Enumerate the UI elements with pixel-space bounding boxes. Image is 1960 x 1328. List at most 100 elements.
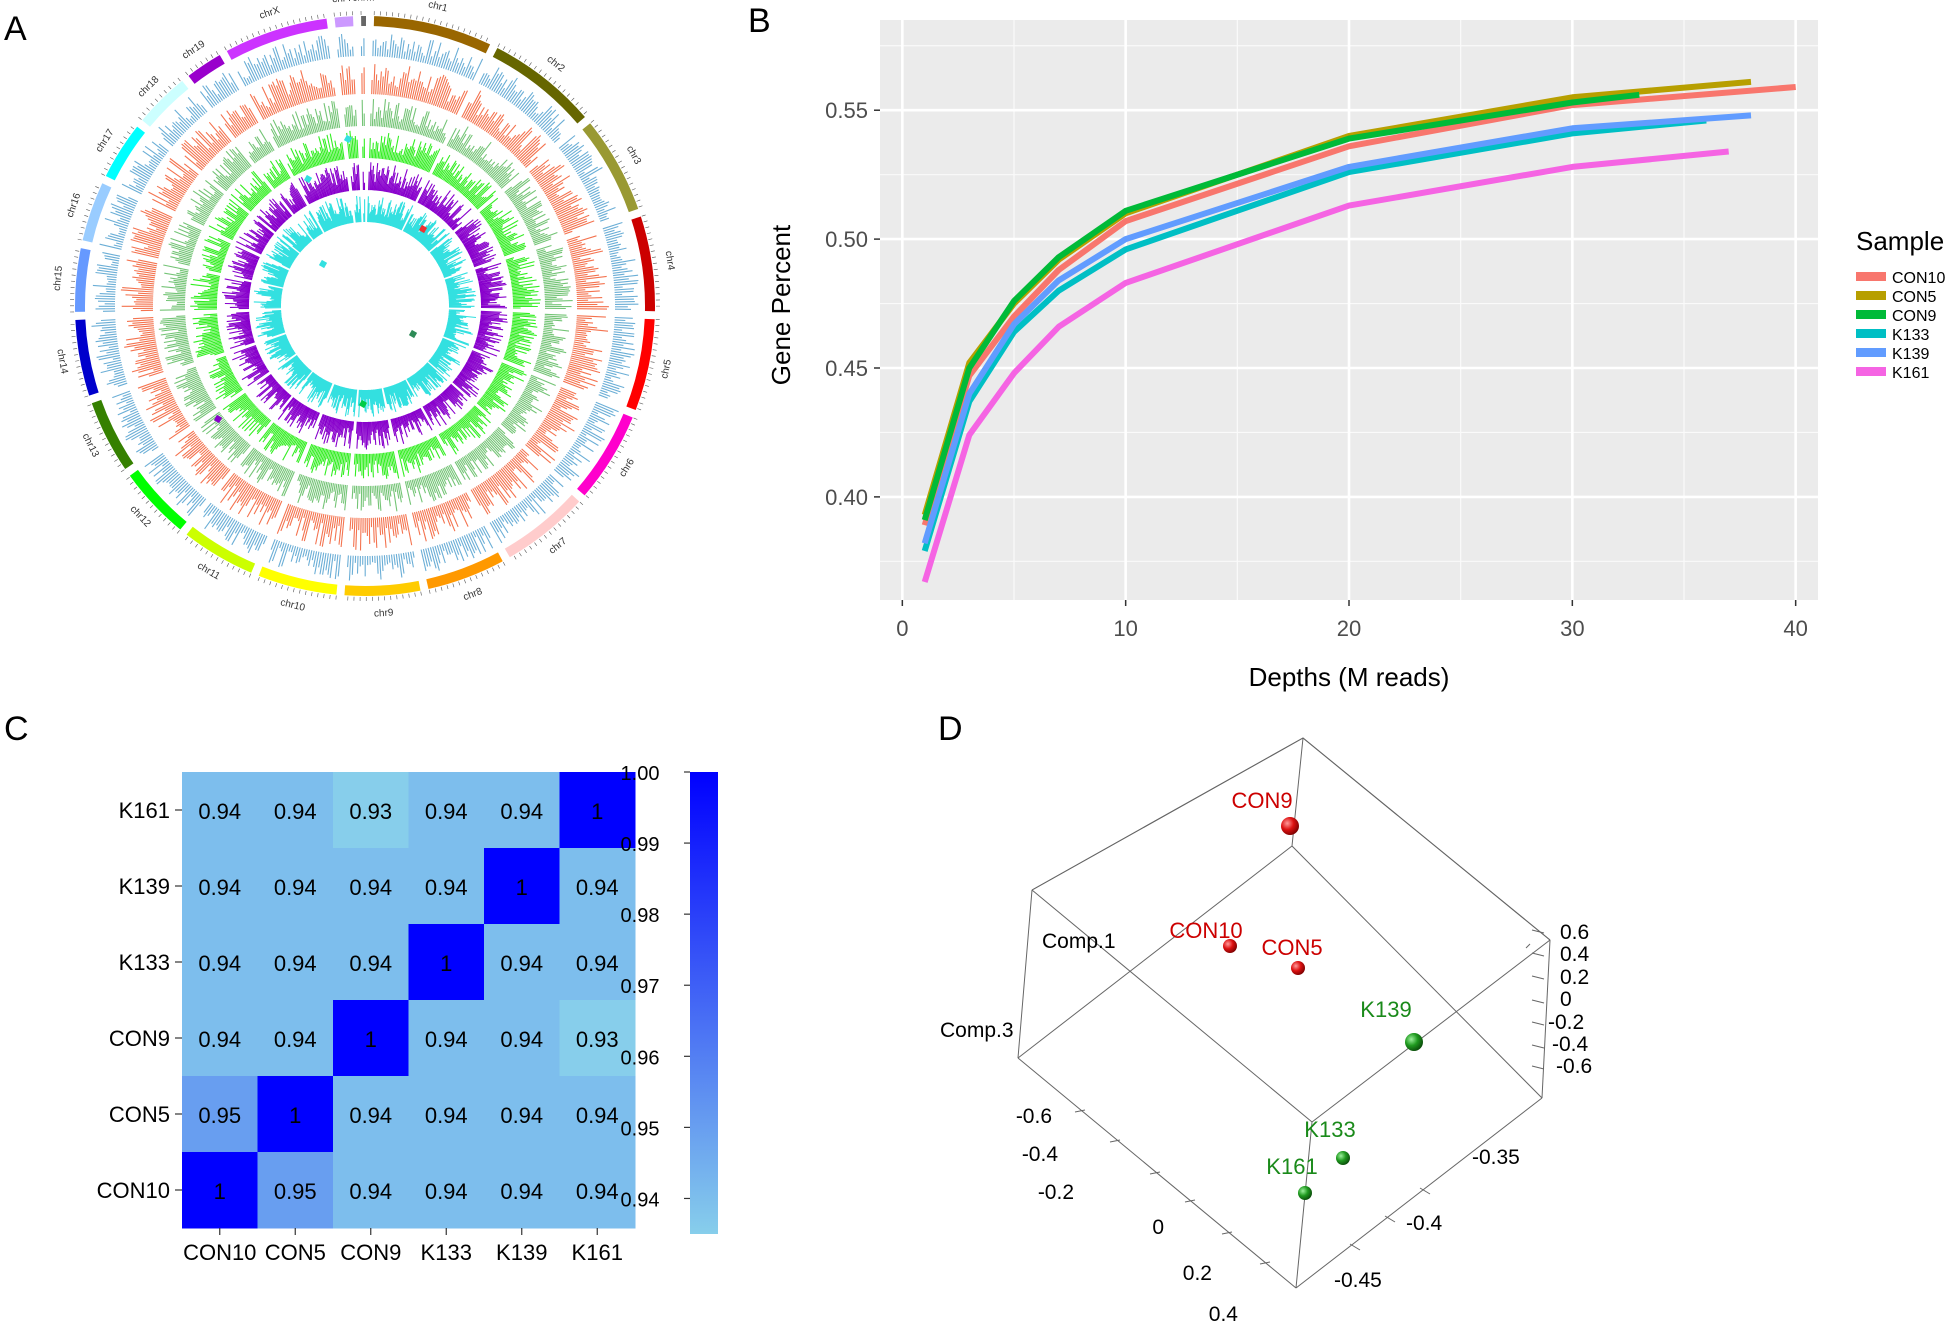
track-1-chr15 <box>92 252 121 312</box>
heatmap-cell <box>257 924 334 1001</box>
track-1-chr14 <box>91 319 128 387</box>
pca-point-label-K161: K161 <box>1266 1154 1317 1179</box>
heatmap-cell-label: 0.93 <box>349 799 392 824</box>
ideogram-chr10 <box>258 566 338 595</box>
heatmap-cell-label: 0.94 <box>274 951 317 976</box>
cube-edge <box>1295 1121 1313 1289</box>
heatmap-cell <box>257 1152 334 1229</box>
ticks-chr12 <box>126 476 180 534</box>
heatmap-col-label: CON9 <box>340 1240 401 1265</box>
chrom-label-chr5: chr5 <box>659 358 674 380</box>
comp3-tick-label: 0 <box>1560 988 1572 1011</box>
heatmap-row-label: CON9 <box>109 1026 170 1051</box>
link-marker <box>408 329 418 339</box>
series-line-K161 <box>921 148 1729 583</box>
track-3-chr1 <box>370 99 448 144</box>
ideogram-chr11 <box>186 526 256 573</box>
chrom-label-chr19: chr19 <box>180 38 207 61</box>
cube-edge <box>1311 939 1551 1123</box>
track-5-chr4 <box>475 262 508 309</box>
heatmap-cell <box>408 772 485 849</box>
chrom-label-chrM: chrM <box>352 0 374 4</box>
heatmap-cell <box>333 772 409 849</box>
link-marker <box>318 259 328 269</box>
ideogram-chr8 <box>426 552 503 589</box>
track-6-chr11 <box>298 371 333 408</box>
track-6-chr10 <box>327 384 358 417</box>
track-5-chr8 <box>390 407 433 444</box>
legend-swatch-K133 <box>1856 329 1886 338</box>
track-2-chr2 <box>461 90 546 168</box>
heatmap-cell-label: 0.94 <box>500 1103 543 1128</box>
axis-title-comp3: Comp.3 <box>940 1019 1014 1042</box>
heatmap-row-label: K161 <box>119 798 170 823</box>
cube-edge <box>1017 889 1033 1059</box>
heatmap-cell <box>257 1076 334 1153</box>
track-6-chr7 <box>406 362 448 397</box>
heatmap-cell <box>257 848 334 925</box>
y-tick-label: 0.40 <box>825 485 868 510</box>
track-5-chr3 <box>454 218 497 268</box>
track-1-chr7 <box>489 474 564 544</box>
ticks-chr3 <box>590 119 643 208</box>
chrom-label-chrX: chrX <box>258 5 281 22</box>
track-1-chr3 <box>558 135 616 222</box>
ideogram-chr9 <box>344 580 421 596</box>
heatmap-cell-label: 0.94 <box>576 875 619 900</box>
ideogram-chr5 <box>626 318 655 411</box>
track-5-chrY <box>350 162 361 191</box>
y-axis-title: Gene Percent <box>766 224 796 385</box>
track-3-chr14 <box>158 315 194 366</box>
heatmap-cell <box>333 1000 409 1077</box>
track-5-chr12 <box>256 373 292 410</box>
ideogram-chr14 <box>75 319 99 396</box>
ticks-chrX <box>224 13 325 51</box>
track-3-chr18 <box>212 146 252 192</box>
heatmap-cell <box>559 772 636 849</box>
colorbar-tick-label: 0.96 <box>621 1047 660 1069</box>
colorbar-tick-label: 1.00 <box>621 763 660 785</box>
heatmap-cell-label: 0.94 <box>576 951 619 976</box>
track-3-chr8 <box>404 464 462 505</box>
axis-tick <box>1419 1187 1431 1195</box>
track-2-chr19 <box>220 104 259 139</box>
chrom-label-chr12: chr12 <box>128 504 153 530</box>
chrom-label-chr11: chr11 <box>195 560 222 582</box>
heatmap-cell-label: 0.94 <box>349 1179 392 1204</box>
heatmap-col-label: K133 <box>421 1240 472 1265</box>
heatmap-cell <box>333 924 409 1001</box>
heatmap-cell-label: 0.94 <box>425 799 468 824</box>
track-3-chr6 <box>500 374 556 435</box>
heatmap-cell-label: 1 <box>440 951 452 976</box>
ticks-chr18 <box>138 77 181 120</box>
heatmap-cell <box>408 1076 485 1153</box>
heatmap-cell-label: 0.95 <box>274 1179 317 1204</box>
pca-point-label-K133: K133 <box>1304 1117 1355 1142</box>
chrom-label-chr16: chr16 <box>65 191 84 219</box>
y-tick-label: 0.55 <box>825 98 868 123</box>
track-3-chr4 <box>536 244 573 310</box>
comp3-tick-label: 0.4 <box>1560 943 1590 966</box>
track-4-chrY <box>346 130 359 159</box>
legend-swatch-K161 <box>1856 367 1886 376</box>
ideogram-chr17 <box>105 126 146 181</box>
legend-label-K161: K161 <box>1892 365 1929 382</box>
heatmap-cell-label: 0.94 <box>349 951 392 976</box>
track-5-chr2 <box>417 180 472 231</box>
cube-edge <box>1031 737 1551 941</box>
heatmap-cell <box>333 848 409 925</box>
track-2-chr8 <box>411 492 473 542</box>
track-5-chr9 <box>355 419 391 450</box>
pca-point-label-CON5: CON5 <box>1261 935 1322 960</box>
chrom-label-chr14: chr14 <box>54 348 69 375</box>
ideogram-chrX <box>226 18 328 60</box>
ideogram-chr4 <box>631 216 655 312</box>
pca-point-label-CON9: CON9 <box>1231 788 1292 813</box>
heatmap-cell <box>408 848 485 925</box>
heatmap-cell <box>257 772 334 849</box>
heatmap-cell <box>484 1076 560 1153</box>
heatmap-cell-label: 0.94 <box>500 799 543 824</box>
track-1-chr13 <box>112 390 159 455</box>
comp3-tick-label: 0.2 <box>1560 966 1589 989</box>
ticks-chrY <box>333 11 353 17</box>
